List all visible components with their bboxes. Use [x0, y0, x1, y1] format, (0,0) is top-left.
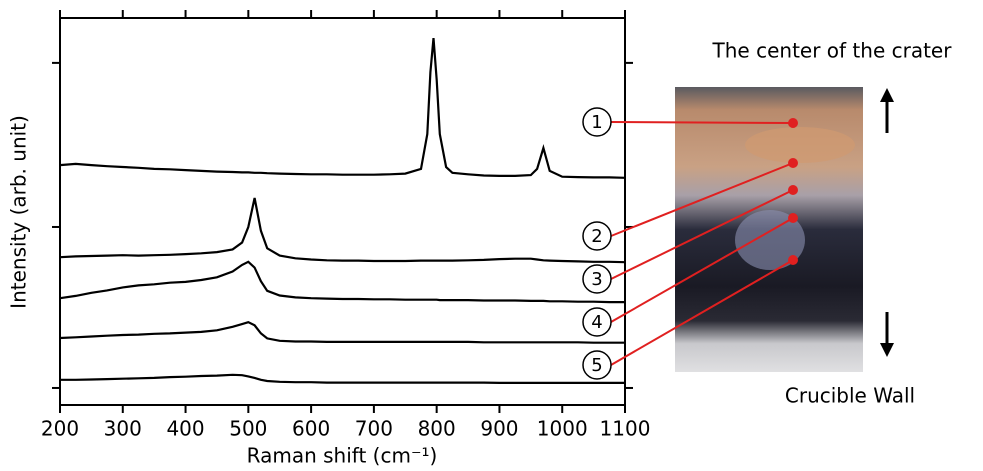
sample-dot	[788, 213, 798, 223]
sample-dot	[788, 118, 798, 128]
sample-dot	[788, 185, 798, 195]
x-tick-label: 900	[480, 417, 518, 441]
spectrum-line	[59, 260, 625, 304]
label-circle	[582, 307, 612, 337]
plot-frame	[59, 17, 626, 406]
x-tick-label: 500	[229, 417, 267, 441]
legend-label: 4	[591, 312, 602, 333]
x-tick-label: 1100	[600, 417, 651, 441]
spectrum-line	[59, 321, 625, 344]
x-tick-label: 800	[418, 417, 456, 441]
photo-detail	[745, 127, 855, 163]
spectrum-line	[60, 373, 625, 384]
y-axis-label: Intensity (arb. unit)	[7, 115, 31, 309]
legend-label: 1	[591, 112, 602, 133]
spectrum-line	[59, 38, 626, 179]
arrows	[880, 88, 894, 357]
label-circle	[582, 350, 612, 380]
legend-label: 3	[591, 269, 602, 290]
x-tick-label: 600	[292, 417, 330, 441]
x-tick-label: 1000	[537, 417, 588, 441]
label-circle	[582, 264, 612, 294]
x-axis-label: Raman shift (cm⁻¹)	[247, 444, 438, 468]
sample-dot	[788, 158, 798, 168]
connector	[610, 121, 794, 124]
sample-dot	[788, 255, 798, 265]
x-tick-label: 400	[166, 417, 204, 441]
photo	[675, 87, 863, 372]
spectrum-line	[59, 197, 626, 264]
connector	[610, 217, 794, 323]
label-circle	[582, 107, 612, 137]
x-tick-label: 300	[104, 417, 142, 441]
legend-label: 2	[591, 226, 602, 247]
annotation: Crucible Wall	[785, 384, 915, 408]
x-tick-label: 200	[41, 417, 79, 441]
connector	[610, 259, 794, 366]
connector	[610, 162, 794, 237]
annotation: The center of the crater	[712, 39, 953, 63]
label-circle	[582, 221, 612, 251]
photo-detail	[735, 210, 805, 270]
arrow-down-head	[880, 343, 894, 357]
x-tick-label: 700	[355, 417, 393, 441]
legend-label: 5	[591, 355, 602, 376]
connector	[610, 189, 794, 280]
arrow-up-head	[880, 88, 894, 102]
